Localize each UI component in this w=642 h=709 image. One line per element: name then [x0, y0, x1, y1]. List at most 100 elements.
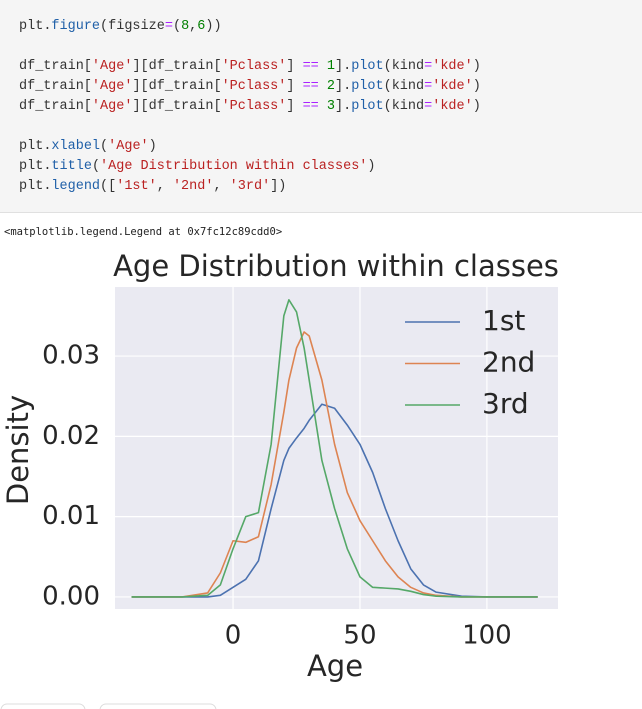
code-token: ): [148, 139, 157, 154]
code-token: df_train[: [19, 79, 92, 94]
code-token: df_train[: [19, 59, 92, 74]
x-tick-label: 50: [343, 621, 376, 651]
code-line: df_train['Age'][df_train['Pclass'] == 2]…: [19, 77, 642, 97]
code-token: 8: [181, 19, 190, 34]
code-token: ,: [213, 179, 230, 194]
code-token: ].: [335, 59, 352, 74]
code-token: ][df_train[: [132, 99, 222, 114]
code-token: ): [367, 159, 376, 174]
code-token: .: [43, 159, 52, 174]
series-line: [131, 299, 538, 598]
code-token: (kind: [383, 59, 425, 74]
legend-label: 3rd: [482, 387, 529, 420]
series-line: [131, 331, 538, 598]
code-cell[interactable]: plt.figure(figsize=(8,6)) df_train['Age']…: [0, 0, 642, 213]
code-token: ==: [302, 79, 319, 94]
code-token: ].: [335, 79, 352, 94]
code-token: 'Age': [91, 99, 133, 114]
code-token: 'Pclass': [221, 99, 287, 114]
code-token: ]: [286, 59, 303, 74]
code-token: .: [43, 179, 52, 194]
x-axis-label: Age: [307, 649, 363, 683]
code-token: df_train[: [19, 99, 92, 114]
code-token: 3: [326, 99, 335, 114]
code-token: .: [43, 19, 52, 34]
x-tick-label: 100: [462, 621, 512, 651]
code-token: =: [164, 19, 173, 34]
code-token: ]): [270, 179, 287, 194]
code-token: plot: [351, 59, 384, 74]
code-token: plot: [351, 79, 384, 94]
code-token: =: [424, 99, 433, 114]
code-token: ==: [302, 99, 319, 114]
legend-label: 2nd: [482, 346, 535, 379]
code-token: 'Age Distribution within classes': [100, 159, 368, 174]
button[interactable]: [0, 703, 86, 709]
code-token: ]: [286, 79, 303, 94]
code-token: 'Age': [108, 139, 149, 154]
code-token: figure: [51, 19, 101, 34]
code-token: =: [424, 59, 433, 74]
code-token: ]: [286, 99, 303, 114]
code-token: 'kde': [432, 59, 473, 74]
code-token: .: [43, 139, 52, 154]
chart-title: Age Distribution within classes: [113, 249, 559, 283]
code-token: ][df_train[: [132, 79, 222, 94]
code-line: plt.xlabel('Age'): [19, 137, 642, 157]
code-token: ): [472, 99, 481, 114]
code-token: ): [472, 79, 481, 94]
code-token: ==: [302, 59, 319, 74]
code-line: plt.legend(['1st', '2nd', '3rd']): [19, 177, 642, 197]
code-token: ].: [335, 99, 352, 114]
code-token: plot: [351, 99, 384, 114]
code-token: plt: [19, 139, 44, 154]
code-token: ): [472, 59, 481, 74]
code-token: 2: [326, 79, 335, 94]
code-token: xlabel: [51, 139, 101, 154]
code-token: ([: [100, 179, 117, 194]
code-token: 6: [197, 19, 206, 34]
code-token: plt: [19, 159, 44, 174]
cell-output: <matplotlib.legend.Legend at 0x7fc12c89c…: [4, 226, 283, 238]
button[interactable]: [99, 703, 217, 709]
code-token: legend: [51, 179, 101, 194]
plot-area: [115, 287, 558, 609]
series-line: [131, 403, 538, 598]
code-token: (: [91, 159, 101, 174]
code-token: (: [100, 139, 109, 154]
code-token: plt: [19, 179, 44, 194]
code-token: 'Age': [91, 79, 133, 94]
code-line: df_train['Age'][df_train['Pclass'] == 1]…: [19, 57, 642, 77]
y-tick-label: 0.01: [42, 501, 100, 531]
code-token: ][df_train[: [132, 59, 222, 74]
code-line: plt.title('Age Distribution within class…: [19, 157, 642, 177]
code-token: plt: [19, 19, 44, 34]
code-token: '1st': [116, 179, 157, 194]
code-token: '3rd': [229, 179, 271, 194]
code-token: '2nd': [172, 179, 214, 194]
code-token: (kind: [383, 79, 425, 94]
code-token: 'kde': [432, 79, 473, 94]
y-tick-label: 0.00: [42, 581, 100, 611]
code-token: 'Age': [91, 59, 133, 74]
code-token: 'Pclass': [221, 79, 287, 94]
code-token: )): [205, 19, 222, 34]
legend-label: 1st: [482, 304, 525, 337]
code-token: 1: [326, 59, 335, 74]
y-tick-label: 0.02: [42, 421, 100, 451]
x-tick-label: 0: [225, 621, 242, 651]
y-axis-label: Density: [1, 395, 35, 505]
code-line: plt.figure(figsize=(8,6)): [19, 17, 642, 37]
y-tick-label: 0.03: [42, 341, 100, 371]
code-token: (kind: [383, 99, 425, 114]
code-token: =: [424, 79, 433, 94]
code-token: title: [51, 159, 92, 174]
code-token: (figsize: [100, 19, 165, 34]
code-token: (: [172, 19, 182, 34]
code-token: ,: [189, 19, 198, 34]
code-token: 'Pclass': [221, 59, 287, 74]
code-token: ,: [156, 179, 173, 194]
code-token: 'kde': [432, 99, 473, 114]
